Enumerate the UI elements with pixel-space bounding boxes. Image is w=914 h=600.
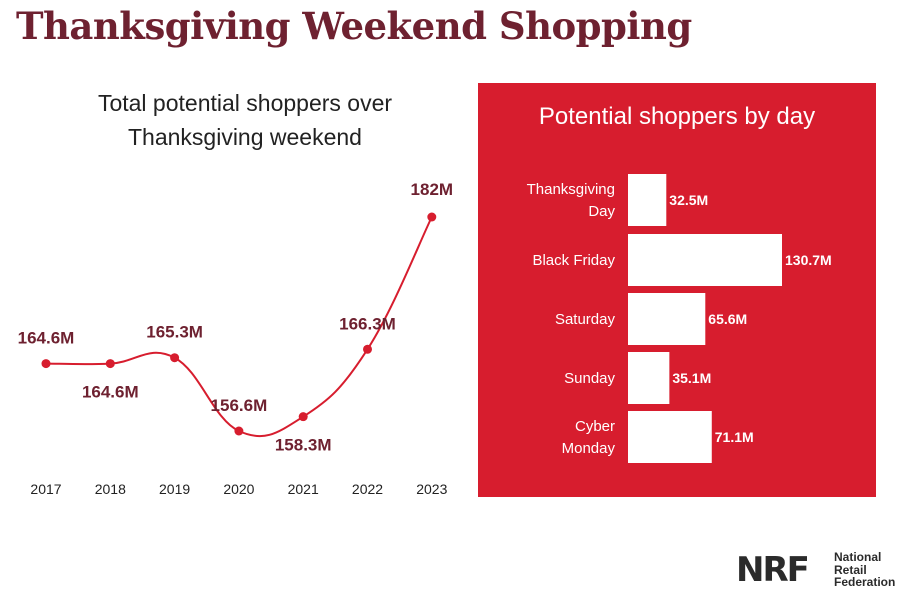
data-label-2018: 164.6M [82,383,139,402]
bar-value-label: 65.6M [708,311,747,327]
bar-value-label: 71.1M [715,429,754,445]
line-chart-title: Total potential shoppers over Thanksgivi… [97,90,393,150]
category-label: Sunday [564,370,615,387]
logo-line-federation: Federation [834,575,896,589]
x-tick-2022: 2022 [352,481,383,497]
data-point-2023 [427,212,437,222]
bar-value-label: 130.7M [785,252,832,268]
bar-value-label: 35.1M [672,370,711,386]
data-point-2017 [41,359,51,369]
data-label-2022: 166.3M [339,314,396,333]
category-label: Saturday [555,311,616,328]
category-label: Black Friday [532,252,615,269]
bar-cyber-monday [628,411,712,463]
bar-black-friday [628,234,782,286]
x-tick-2017: 2017 [30,481,61,497]
data-point-2018 [105,359,115,369]
x-tick-2018: 2018 [95,481,126,497]
bar-chart: 32.5M Thanksgiving Day 130.7M Black Friday 65… [527,174,832,463]
data-point-2022 [363,344,372,354]
data-label-2019: 165.3M [146,323,203,342]
bar-sunday [628,352,670,404]
x-tick-2019: 2019 [159,481,190,497]
x-tick-2021: 2021 [288,481,319,497]
bar-value-label: 32.5M [669,192,708,208]
bar-chart-title: Potential shoppers by day [538,103,816,130]
data-point-2020 [234,426,244,436]
data-label-2017: 164.6M [18,329,75,348]
logo-line-national: National [834,550,882,564]
logo-line-retail: Retail [834,562,867,577]
x-tick-2020: 2020 [223,481,254,497]
data-label-2020: 156.6M [211,396,268,415]
category-label: Cyber Monday [562,418,616,457]
category-label: Thanksgiving Day [527,181,616,220]
nrf-logo: NRF National Retail Federation [736,550,911,590]
data-point-2019 [170,353,180,363]
bar-chart-panel: Potential shoppers by day 32.5M Thanksgiv… [478,83,876,497]
data-label-2021: 158.3M [275,436,332,455]
logo-mark: NRF [736,550,810,590]
data-point-2021 [298,412,308,422]
logo-text: National Retail Federation [834,551,895,589]
bar-saturday [628,293,706,345]
bar-thanksgiving-day [628,174,667,226]
line-chart: 164.6M 2017 164.6M 2018 165.3M 2019 156.6M 2020… [18,180,454,497]
page-title: Thanksgiving Weekend Shopping [16,4,692,48]
x-tick-2023: 2023 [416,481,447,497]
data-label-2023: 182M [411,180,454,199]
